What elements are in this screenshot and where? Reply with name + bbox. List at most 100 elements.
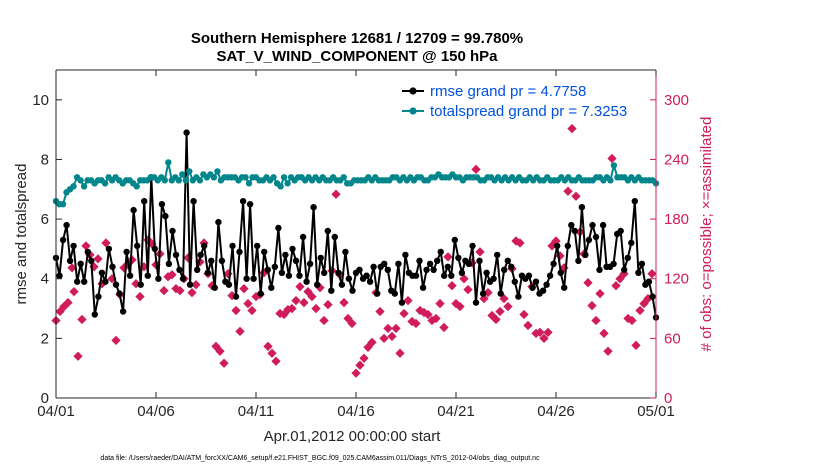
rmse-point	[257, 290, 264, 297]
rmse-point	[229, 242, 236, 250]
rmse-point	[345, 275, 353, 282]
rmse-point	[366, 278, 374, 285]
rmse-point	[585, 236, 593, 244]
rmse-point	[624, 254, 631, 262]
obs-point	[411, 318, 421, 329]
rmse-point	[483, 269, 490, 276]
obs-point	[231, 305, 241, 316]
x-tick-label: 04/26	[537, 403, 575, 420]
obs-point	[279, 309, 289, 320]
rmse-point	[494, 251, 501, 259]
rmse-point	[434, 257, 441, 264]
totalspread-point	[210, 174, 218, 181]
rmse-point	[649, 293, 656, 300]
rmse-point	[130, 206, 137, 214]
obs-point	[93, 254, 103, 264]
plot-area	[56, 70, 656, 398]
obs-point	[247, 305, 257, 316]
rmse-point	[165, 260, 173, 267]
rmse-point	[63, 221, 70, 229]
rmse-point	[105, 245, 113, 253]
obs-point	[299, 297, 309, 308]
rmse-point	[112, 281, 120, 288]
rmse-point	[179, 275, 187, 282]
totalspread-point	[277, 183, 284, 190]
rmse-point	[324, 227, 331, 235]
rmse-point	[84, 248, 92, 256]
rmse-point	[109, 263, 116, 270]
rmse-point	[508, 263, 515, 270]
obs-point	[367, 337, 377, 347]
rmse-point	[211, 284, 218, 291]
rmse-point	[232, 293, 240, 300]
rmse-point	[497, 290, 504, 297]
y-right-tick-label: 60	[664, 330, 681, 347]
obs-point	[391, 323, 401, 334]
rmse-point	[543, 281, 550, 288]
rmse-point	[95, 293, 102, 300]
rmse-point	[271, 263, 278, 270]
rmse-point	[59, 236, 67, 244]
obs-point	[607, 153, 617, 164]
obs-point	[495, 306, 505, 317]
obs-point	[343, 313, 353, 324]
obs-point	[615, 274, 625, 284]
rmse-point	[412, 272, 420, 279]
rmse-point	[469, 242, 476, 250]
rmse-point	[77, 260, 84, 267]
rmse-point	[278, 269, 286, 276]
rmse-point	[550, 260, 557, 267]
obs-point	[355, 360, 365, 370]
obs-point	[383, 323, 393, 334]
rmse-point	[472, 299, 480, 306]
legend-spread-label: totalspread grand pr = 7.3253	[430, 103, 627, 120]
obs-point	[69, 286, 79, 297]
rmse-point	[391, 290, 398, 297]
rmse-point	[169, 227, 176, 235]
legend-spread-marker	[409, 107, 417, 115]
obs-point	[363, 342, 373, 352]
obs-point	[471, 164, 481, 175]
obs-point	[443, 252, 453, 262]
rmse-point	[381, 260, 388, 267]
obs-point	[311, 303, 321, 314]
rmse-point	[501, 266, 508, 273]
rmse-point	[476, 257, 483, 264]
totalspread-point	[133, 183, 140, 190]
rmse-point	[204, 269, 211, 276]
rmse-point	[158, 201, 166, 208]
obs-point	[447, 281, 457, 291]
rmse-point	[621, 266, 628, 273]
obs-point	[435, 298, 445, 309]
rmse-point	[582, 251, 589, 259]
obs-point	[271, 356, 281, 366]
obs-point	[351, 368, 361, 378]
rmse-point	[430, 266, 437, 273]
rmse-point	[525, 272, 533, 279]
obs-point	[587, 300, 597, 311]
obs-point	[519, 309, 529, 320]
obs-point	[515, 238, 525, 248]
obs-point	[423, 309, 433, 320]
rmse-point	[564, 242, 571, 250]
rmse-point	[239, 198, 247, 205]
rmse-point	[384, 266, 391, 273]
obs-point	[563, 186, 573, 196]
rmse-point	[504, 257, 511, 264]
rmse-point	[268, 284, 275, 291]
rmse-point	[328, 287, 335, 294]
obs-point	[235, 326, 245, 337]
obs-point	[535, 327, 545, 338]
totalspread-point	[179, 171, 186, 178]
rmse-point	[628, 239, 635, 247]
totalspread-point	[610, 162, 618, 169]
rmse-point	[162, 212, 169, 220]
rmse-point	[539, 287, 547, 294]
rmse-point	[338, 281, 346, 288]
rmse-point	[66, 257, 74, 264]
rmse-point	[557, 269, 564, 276]
rmse-point	[363, 272, 370, 279]
obs-point	[111, 335, 121, 346]
rmse-point	[479, 290, 487, 297]
chart-subtitle: SAT_V_WIND_COMPONENT @ 150 hPa	[216, 48, 498, 65]
